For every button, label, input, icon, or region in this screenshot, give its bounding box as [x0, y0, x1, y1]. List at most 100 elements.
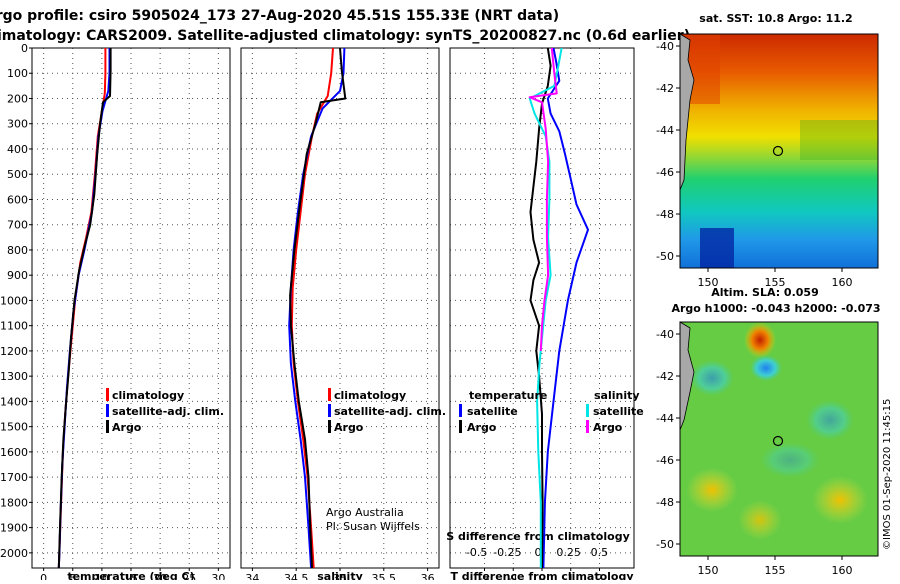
depth-tick-label: 1700	[0, 471, 28, 484]
sla-low-anomaly	[750, 355, 782, 381]
depth-tick-label: 600	[7, 193, 28, 206]
t-legend-label: Argo	[467, 421, 497, 434]
sst-map: sat. SST: 10.8 Argo: 11.2 150 155 160 -40 -4…	[656, 12, 879, 289]
sla-warm-anomaly-3	[738, 500, 782, 540]
depth-tick-label: 700	[7, 219, 28, 232]
map-ytick-label: -44	[656, 124, 674, 137]
sst-map-ticks: 150 155 160 -40 -42 -44 -46 -48 -50	[656, 40, 852, 289]
imos-credit: ©IMOS 01-Sep-2020 11:45:15	[882, 399, 893, 550]
sla-land-coast	[679, 321, 695, 431]
sla-low-anomaly-2	[690, 360, 734, 396]
depth-tick-label: 0	[21, 42, 28, 55]
sst-green-patch	[800, 120, 878, 160]
depth-tick-label: 1000	[0, 294, 28, 307]
sst-cold-patch	[700, 228, 734, 268]
s-legend-swatch	[586, 404, 589, 417]
map-ytick-label: -48	[656, 496, 674, 509]
temperature-profile-panel: 0100200300400500600700800900100011001200…	[0, 42, 231, 584]
salinity-legend-label: climatology	[334, 389, 406, 402]
sla-warm-anomaly-2	[812, 476, 868, 524]
salinity-series-climatology	[290, 47, 334, 569]
map-xtick-label: 150	[698, 276, 719, 289]
s-diff-tick-label: 0.25	[556, 546, 581, 559]
owner-annotation: PI: Susan Wijffels	[326, 520, 420, 533]
t-legend-swatch	[459, 420, 462, 433]
salinity-legend-label: Argo	[334, 421, 364, 434]
salinity-legend-swatch	[328, 388, 331, 401]
salinity-legend-label: satellite-adj. clim.	[334, 405, 446, 418]
difference-xtick-label: -2	[479, 572, 490, 580]
depth-tick-label: 200	[7, 92, 28, 105]
map-ytick-label: -42	[656, 82, 674, 95]
t-legend-label: satellite	[467, 405, 518, 418]
difference-xtick-label: 2	[596, 572, 603, 580]
sst-land-coast	[679, 33, 695, 191]
salinity-legend-swatch	[328, 420, 331, 433]
salinity-xtick-label: 34	[245, 572, 259, 580]
map-ytick-label: -46	[656, 166, 674, 179]
sla-map-frame	[679, 321, 879, 557]
difference-profile-panel: -2 -1 0 1 2T difference from climatology S di…	[446, 47, 644, 584]
difference-series-s-satellite	[528, 47, 563, 568]
difference-series-s-argo	[528, 47, 558, 351]
depth-tick-label: 1900	[0, 522, 28, 535]
difference-xtick-label: -1	[508, 572, 519, 580]
map-xtick-label: 160	[832, 276, 853, 289]
s-legend-label: Argo	[593, 421, 623, 434]
depth-tick-label: 500	[7, 168, 28, 181]
map-ytick-label: -50	[656, 538, 674, 551]
s-diff-tick-label: -0.5	[466, 546, 487, 559]
s-legend-swatch	[586, 420, 589, 433]
legend-salinity-title: salinity	[594, 389, 640, 402]
depth-tick-label: 1100	[0, 320, 28, 333]
sla-low-anomaly-3	[806, 400, 854, 440]
depth-tick-label: 2000	[0, 547, 28, 560]
temperature-legend-swatch	[106, 388, 109, 401]
salinity-xlabel: salinity	[317, 570, 363, 580]
temperature-legend-swatch	[106, 404, 109, 417]
map-xtick-label: 150	[698, 564, 719, 577]
s-diff-tick-label: 0.5	[591, 546, 609, 559]
map-ytick-label: -40	[656, 40, 674, 53]
map-ytick-label: -44	[656, 412, 674, 425]
map-ytick-label: -50	[656, 250, 674, 263]
sla-low-anomaly-4	[760, 442, 820, 478]
sla-map-title-1: Altim. SLA: 0.059	[711, 286, 818, 299]
legend-temperature-title: temperature	[469, 389, 547, 402]
s-diff-tick-label: 0	[535, 546, 542, 559]
temperature-legend-label: climatology	[112, 389, 184, 402]
salinity-legend-swatch	[328, 404, 331, 417]
map-ytick-label: -40	[656, 328, 674, 341]
map-ytick-label: -48	[656, 208, 674, 221]
temperature-xlabel: temperature (deg C)	[67, 570, 194, 580]
s-legend-label: satellite	[593, 405, 644, 418]
sla-map-ticks: 150 155 160 -40 -42 -44 -46 -48 -50	[656, 328, 852, 577]
sla-map: Altim. SLA: 0.059 Argo h1000: -0.043 h20…	[656, 286, 881, 577]
depth-tick-label: 1500	[0, 421, 28, 434]
depth-tick-label: 100	[7, 67, 28, 80]
depth-tick-label: 1600	[0, 446, 28, 459]
s-diff-tick-label: -0.25	[493, 546, 521, 559]
title-line-2: Climatology: CARS2009. Satellite-adjuste…	[0, 28, 690, 44]
temperature-legend-swatch	[106, 420, 109, 433]
sla-warm-anomaly	[686, 468, 738, 512]
depth-tick-label: 900	[7, 269, 28, 282]
sla-map-title-2: Argo h1000: -0.043 h2000: -0.073	[671, 302, 880, 315]
depth-tick-label: 1800	[0, 496, 28, 509]
temperature-legend-label: Argo	[112, 421, 142, 434]
t-legend-swatch	[459, 404, 462, 417]
difference-series-t-satellite	[542, 47, 589, 569]
map-xtick-label: 155	[765, 276, 786, 289]
temperature-series-climatology	[57, 48, 107, 569]
map-ytick-label: -46	[656, 454, 674, 467]
salinity-series-argo	[289, 47, 347, 569]
salinity-profile-panel: 34 34.5 35 35.5 36salinityclimatologysatelli…	[240, 47, 446, 584]
title-line-1: Argo profile: csiro 5905024_173 27-Aug-2…	[0, 8, 559, 24]
s-diff-axis-label: S difference from climatology	[446, 530, 630, 543]
depth-tick-label: 1300	[0, 370, 28, 383]
map-ytick-label: -42	[656, 370, 674, 383]
sst-argo-marker	[772, 145, 784, 157]
temperature-xtick-label: 5	[69, 572, 76, 580]
